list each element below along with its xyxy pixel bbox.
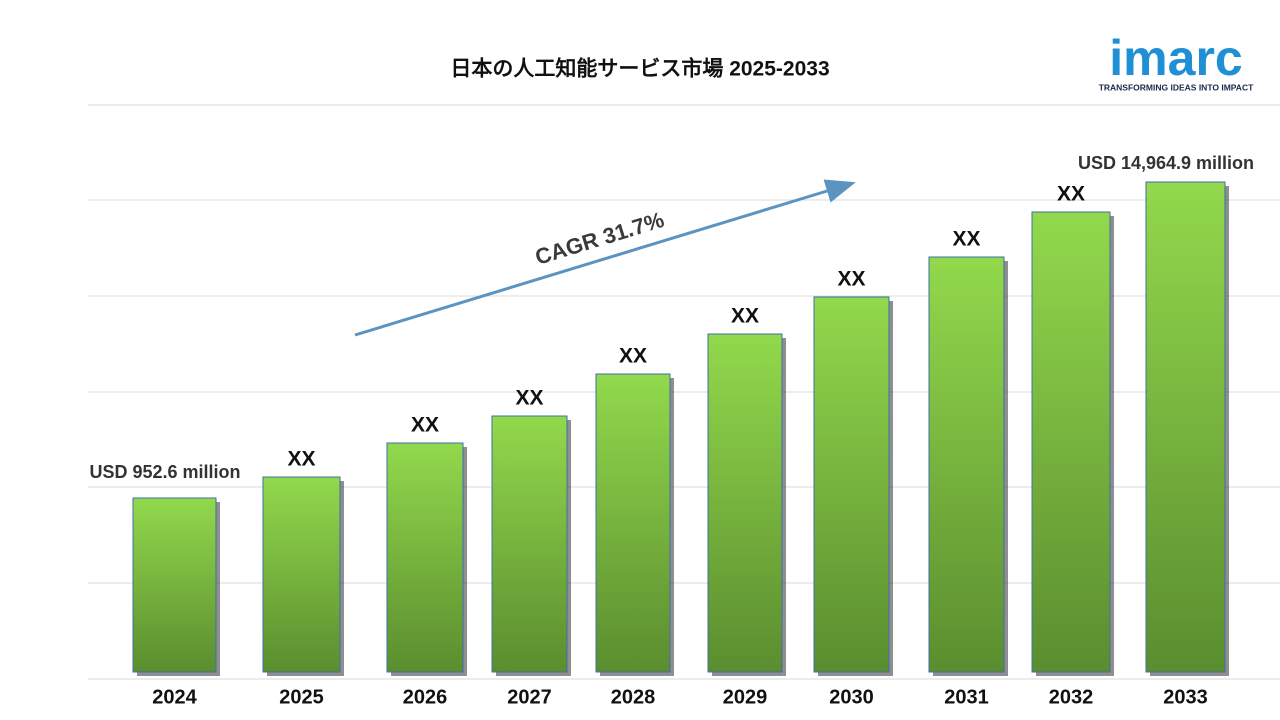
bar-label: USD 952.6 million xyxy=(89,462,240,482)
cagr-arrow xyxy=(354,179,856,337)
bar xyxy=(386,442,464,673)
bar xyxy=(132,497,217,673)
x-tick-label: 2032 xyxy=(1049,686,1094,708)
bar-label: XX xyxy=(515,387,543,410)
bar-label: XX xyxy=(837,268,865,291)
bar xyxy=(595,373,671,673)
bar-label: XX xyxy=(411,414,439,437)
bar-label: XX xyxy=(952,228,980,251)
bar-label: XX xyxy=(619,345,647,368)
bar-label: XX xyxy=(287,448,315,471)
bar xyxy=(928,256,1005,673)
x-tick-label: 2027 xyxy=(507,686,552,708)
bar xyxy=(262,476,341,673)
x-tick-label: 2028 xyxy=(611,686,656,708)
x-tick-label: 2031 xyxy=(944,686,989,708)
bar xyxy=(491,415,568,673)
x-tick-label: 2024 xyxy=(152,686,197,708)
x-tick-label: 2030 xyxy=(829,686,874,708)
chart-title: 日本の人工知能サービス市場 2025-2033 xyxy=(450,57,829,81)
x-tick-label: 2029 xyxy=(723,686,768,708)
logo: imarc xyxy=(1109,30,1242,86)
bar xyxy=(813,296,890,673)
bar xyxy=(1145,181,1226,673)
x-tick-label: 2026 xyxy=(403,686,448,708)
x-tick-label: 2025 xyxy=(279,686,324,708)
x-tick-label: 2033 xyxy=(1163,686,1208,708)
bar-label: XX xyxy=(731,305,759,328)
bar xyxy=(707,333,783,673)
bar-label: XX xyxy=(1057,183,1085,206)
bar xyxy=(1031,211,1111,673)
logo-tagline: TRANSFORMING IDEAS INTO IMPACT xyxy=(1099,82,1254,92)
bar-label: USD 14,964.9 million xyxy=(1078,153,1254,173)
